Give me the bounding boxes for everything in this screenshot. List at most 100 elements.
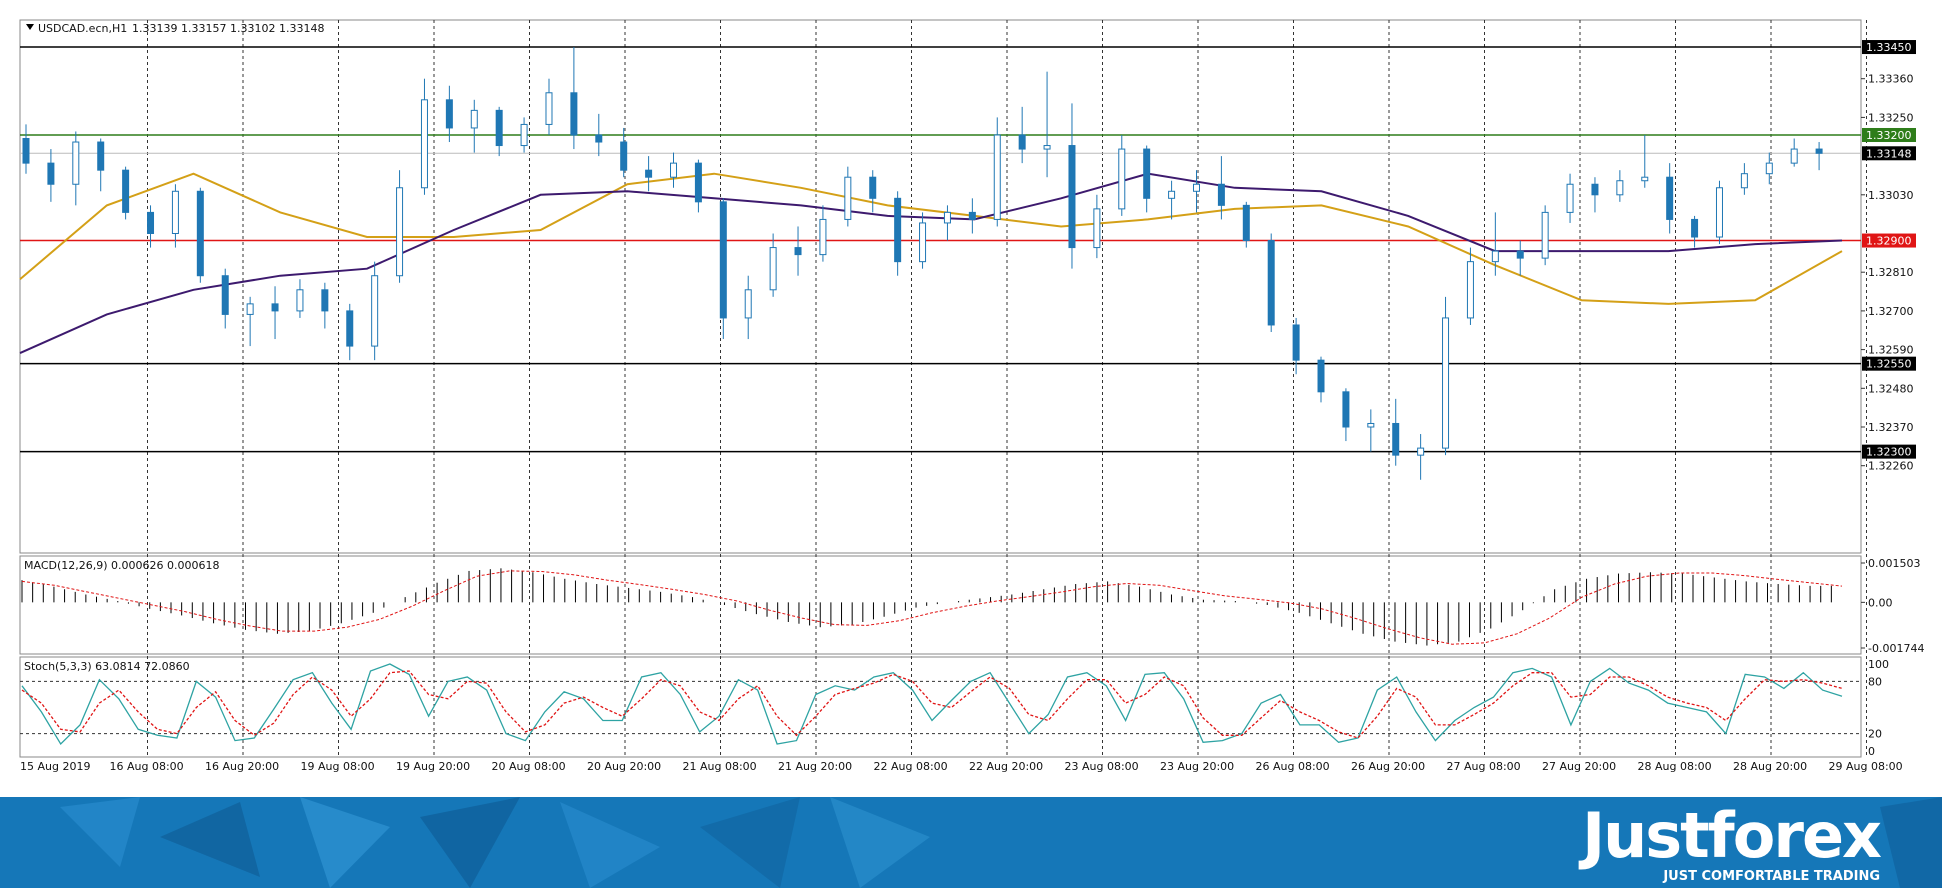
level-price-label: 1.32550 bbox=[1866, 358, 1912, 371]
candle-body bbox=[968, 211, 976, 220]
candle-body bbox=[1118, 148, 1126, 210]
candle-body bbox=[1541, 211, 1549, 259]
brand-tagline: JUST COMFORTABLE TRADING bbox=[1663, 869, 1880, 884]
x-tick-label: 27 Aug 20:00 bbox=[1542, 760, 1616, 773]
candle-body bbox=[819, 218, 827, 256]
y-tick-label: 1.33360 bbox=[1868, 73, 1914, 86]
candle-body bbox=[1765, 162, 1773, 175]
candle-body bbox=[670, 162, 678, 178]
candle-body bbox=[744, 289, 752, 319]
stoch-y-tick-label: 80 bbox=[1868, 675, 1882, 688]
stoch-label: Stoch(5,3,3) 63.0814 72.0860 bbox=[24, 660, 190, 673]
triangle-down-icon[interactable] bbox=[26, 24, 34, 30]
candle-body bbox=[1043, 145, 1051, 150]
brand-logo: Justforex bbox=[1582, 799, 1882, 872]
candle-body bbox=[769, 247, 777, 291]
candle-body bbox=[645, 169, 653, 178]
candle-body bbox=[1143, 148, 1151, 199]
candle-body bbox=[894, 197, 902, 263]
stoch-y-tick-label: 100 bbox=[1868, 658, 1889, 671]
x-tick-label: 20 Aug 20:00 bbox=[587, 760, 661, 773]
candle-body bbox=[1417, 447, 1425, 456]
candle-body bbox=[520, 123, 528, 147]
horizontal-levels bbox=[20, 46, 1861, 453]
x-tick-label: 16 Aug 08:00 bbox=[110, 760, 184, 773]
candle-body bbox=[1317, 359, 1325, 393]
x-tick-label: 21 Aug 20:00 bbox=[778, 760, 852, 773]
stoch-panel-frame bbox=[19, 656, 1862, 758]
level-price-label: 1.32900 bbox=[1866, 235, 1912, 248]
candle-body bbox=[171, 190, 179, 234]
x-tick-label: 19 Aug 08:00 bbox=[301, 760, 375, 773]
candle-body bbox=[470, 109, 478, 129]
candle-body bbox=[97, 141, 105, 171]
candle-body bbox=[420, 99, 428, 189]
candle-body bbox=[1466, 261, 1474, 319]
candle-body bbox=[1018, 134, 1026, 150]
x-tick-label: 27 Aug 08:00 bbox=[1447, 760, 1521, 773]
vertical-gridlines bbox=[147, 20, 1867, 757]
x-tick-label: 26 Aug 20:00 bbox=[1351, 760, 1425, 773]
candle-body bbox=[1740, 173, 1748, 189]
y-tick-label: 1.32260 bbox=[1868, 460, 1914, 473]
x-tick-label: 28 Aug 08:00 bbox=[1638, 760, 1712, 773]
candle-body bbox=[794, 247, 802, 256]
macd-panel: 0.001503 0.00 -0.001744 bbox=[21, 557, 1924, 655]
candle-body bbox=[844, 176, 852, 220]
candle-body bbox=[545, 92, 553, 125]
level-price-box bbox=[1862, 40, 1916, 55]
candle-body bbox=[1641, 176, 1649, 182]
moving-averages bbox=[19, 172, 1843, 355]
y-tick-label: 1.32370 bbox=[1868, 421, 1914, 434]
level-price-box bbox=[1862, 356, 1916, 371]
level-price-box bbox=[1862, 127, 1916, 142]
main-panel-frame bbox=[19, 19, 1862, 554]
candle-body bbox=[595, 134, 603, 143]
candle-body bbox=[495, 109, 503, 147]
candlesticks bbox=[22, 47, 1823, 480]
candle-body bbox=[919, 222, 927, 263]
candle-body bbox=[22, 138, 30, 164]
candle-body bbox=[1168, 190, 1176, 199]
candle-body bbox=[570, 92, 578, 136]
candle-body bbox=[1715, 187, 1723, 238]
x-tick-label: 22 Aug 20:00 bbox=[969, 760, 1043, 773]
candle-body bbox=[221, 275, 229, 315]
candle-body bbox=[1616, 180, 1624, 196]
moving-average-line bbox=[19, 172, 1843, 305]
candle-body bbox=[993, 134, 1001, 220]
candle-body bbox=[1068, 145, 1076, 249]
candle-body bbox=[1491, 250, 1499, 263]
candle-body bbox=[346, 310, 354, 347]
candle-body bbox=[1392, 422, 1400, 456]
candle-body bbox=[869, 176, 877, 199]
current-price-box bbox=[1862, 146, 1916, 161]
x-tick-label: 26 Aug 08:00 bbox=[1256, 760, 1330, 773]
x-tick-label: 22 Aug 08:00 bbox=[874, 760, 948, 773]
x-tick-label: 29 Aug 08:00 bbox=[1829, 760, 1903, 773]
candle-body bbox=[694, 162, 702, 203]
x-tick-label: 16 Aug 20:00 bbox=[205, 760, 279, 773]
candle-body bbox=[620, 141, 628, 171]
candle-body bbox=[943, 211, 951, 224]
moving-average-line bbox=[19, 172, 1843, 355]
y-tick-label: 1.32700 bbox=[1868, 305, 1914, 318]
candle-body bbox=[72, 141, 80, 185]
x-tick-label: 23 Aug 08:00 bbox=[1065, 760, 1139, 773]
candle-body bbox=[1093, 208, 1101, 249]
stoch-y-tick-label: 20 bbox=[1868, 728, 1882, 741]
x-tick-label: 15 Aug 2019 bbox=[20, 760, 90, 773]
candle-body bbox=[1691, 218, 1699, 238]
candle-body bbox=[122, 169, 130, 213]
x-tick-label: 21 Aug 08:00 bbox=[683, 760, 757, 773]
stoch-line bbox=[21, 670, 1843, 739]
banner-decoration bbox=[60, 797, 1942, 888]
brand-banner: Justforex JUST COMFORTABLE TRADING bbox=[0, 797, 1942, 888]
candle-body bbox=[1815, 148, 1823, 154]
x-tick-label: 28 Aug 20:00 bbox=[1733, 760, 1807, 773]
candle-body bbox=[1267, 240, 1275, 326]
chart-area: 1.33450 1.33200 1.32900 1.32550 1.32300 1.331… bbox=[19, 19, 1924, 773]
candle-body bbox=[1790, 148, 1798, 164]
candle-body bbox=[1367, 422, 1375, 428]
ohlc-readout: 1.33139 1.33157 1.33102 1.33148 bbox=[132, 22, 324, 35]
